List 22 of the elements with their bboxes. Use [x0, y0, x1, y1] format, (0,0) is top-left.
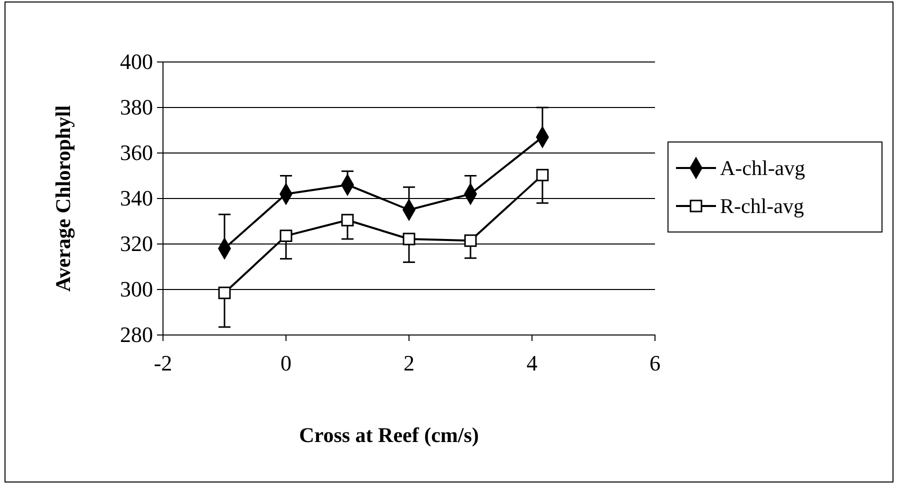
y-tick-label: 380 [120, 94, 153, 120]
legend-label: A-chl-avg [720, 156, 806, 180]
y-tick-label: 340 [120, 186, 153, 211]
y-axis-title: Average Chlorophyll [51, 105, 75, 292]
x-tick-label: 0 [280, 350, 292, 376]
point [218, 286, 231, 300]
legend-label: R-chl-avg [720, 194, 804, 218]
y-tick-label: 360 [120, 140, 153, 166]
point [341, 214, 354, 226]
point [536, 168, 549, 182]
y-tick-label: 300 [120, 276, 153, 302]
x-tick-label: -2 [154, 350, 172, 376]
y-tick-label: 400 [120, 49, 153, 74]
point [280, 230, 292, 242]
y-tick-label: 320 [120, 231, 153, 256]
x-tick-label: 4 [526, 350, 538, 376]
y-tick-label: 280 [120, 322, 153, 348]
x-axis-title: Cross at Reef (cm/s) [299, 423, 479, 447]
point [464, 234, 477, 247]
point [402, 232, 416, 246]
x-tick-label: 6 [650, 350, 660, 376]
x-tick-label: 2 [404, 350, 414, 376]
